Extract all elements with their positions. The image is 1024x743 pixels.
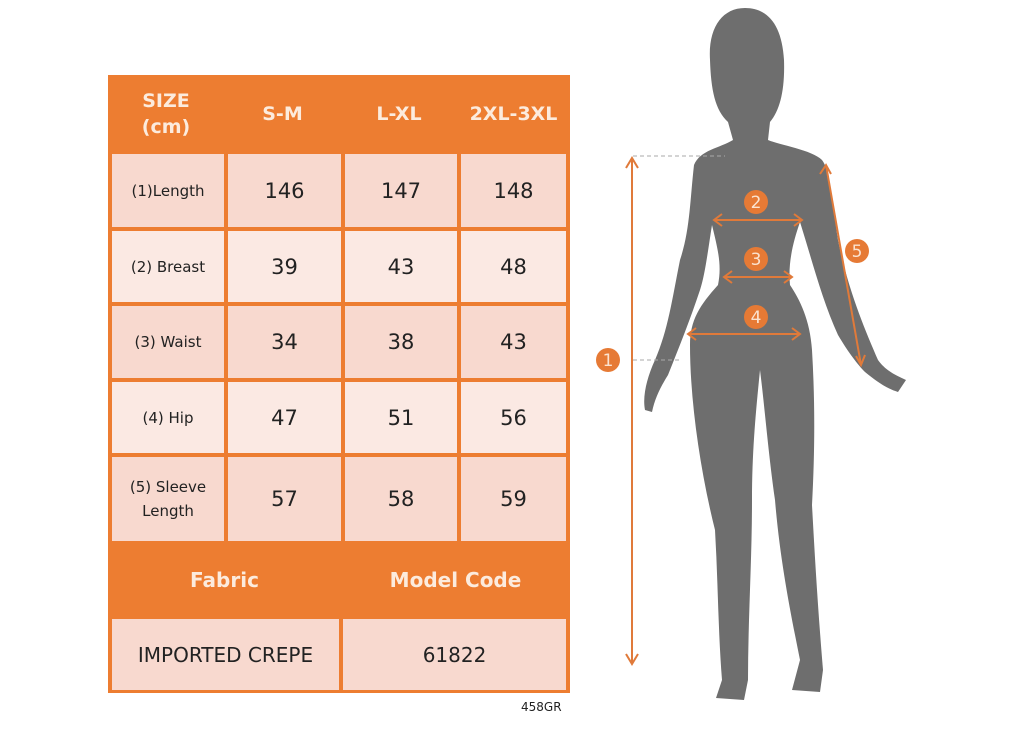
measurement-value: 56 [461, 382, 566, 453]
female-silhouette [644, 8, 906, 700]
size-column-header: L-XL [376, 102, 422, 125]
size-header: SIZE (cm) [141, 89, 191, 138]
measurement-value: 58 [345, 457, 457, 541]
measurement-value: 43 [345, 231, 457, 302]
measurement-label: (2) Breast [112, 231, 224, 302]
marker-number: 3 [751, 250, 762, 270]
marker-number: 4 [751, 308, 762, 328]
marker-number: 2 [751, 193, 762, 213]
size-column-header: 2XL-3XL [469, 102, 558, 125]
measurement-marker: 3 [744, 247, 768, 271]
marker-number: 5 [852, 242, 863, 262]
product-code: 458GR [521, 700, 562, 714]
measurement-label: (3) Waist [112, 306, 224, 378]
measurement-marker: 2 [744, 190, 768, 214]
model-code-value: 61822 [343, 619, 566, 690]
fabric-header: Fabric [190, 568, 259, 592]
measurement-label: (5) Sleeve Length [112, 457, 224, 541]
measurement-label: (4) Hip [112, 382, 224, 453]
measurement-marker: 5 [845, 239, 869, 263]
measurement-marker: 1 [596, 348, 620, 372]
measurement-value: 39 [228, 231, 341, 302]
measurement-value: 57 [228, 457, 341, 541]
model-code-header: Model Code [389, 568, 522, 592]
measurement-value: 47 [228, 382, 341, 453]
measurement-label: (1)Length [112, 154, 224, 227]
size-column-header: S-M [262, 102, 303, 125]
measurement-marker: 4 [744, 305, 768, 329]
measurement-value: 34 [228, 306, 341, 378]
size-chart-table: SIZE (cm) S-M L-XL 2XL-3XL (1)Length 146 1… [108, 75, 570, 693]
marker-number: 1 [603, 351, 614, 371]
measurement-value: 148 [461, 154, 566, 227]
measurement-value: 59 [461, 457, 566, 541]
measurement-value: 51 [345, 382, 457, 453]
measurement-value: 43 [461, 306, 566, 378]
measurement-value: 147 [345, 154, 457, 227]
fabric-value: IMPORTED CREPE [112, 619, 339, 690]
measurement-value: 48 [461, 231, 566, 302]
measurement-value: 146 [228, 154, 341, 227]
measurement-value: 38 [345, 306, 457, 378]
